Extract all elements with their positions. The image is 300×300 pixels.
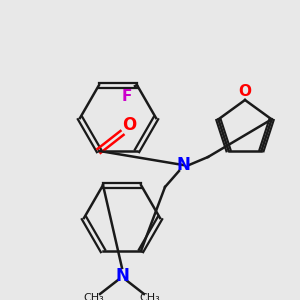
Text: N: N [176,156,190,174]
Text: O: O [122,116,136,134]
Text: CH₃: CH₃ [140,293,160,300]
Text: CH₃: CH₃ [84,293,104,300]
Text: F: F [122,88,132,104]
Text: O: O [238,85,251,100]
Text: N: N [115,267,129,285]
